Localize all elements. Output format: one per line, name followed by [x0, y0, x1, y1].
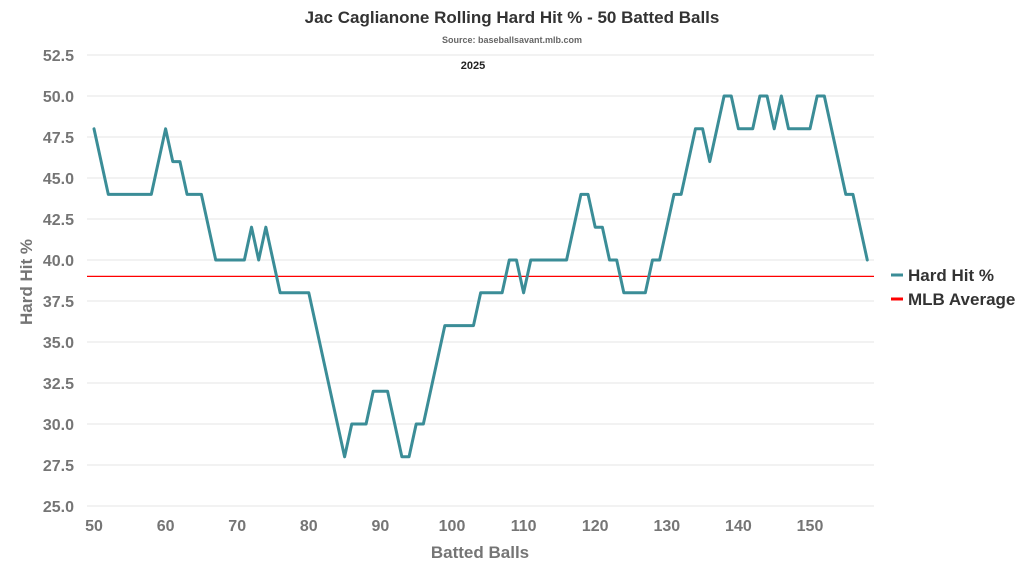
- y-tick-label: 25.0: [43, 499, 74, 516]
- hard-hit-line: [92, 94, 869, 459]
- gridlines: [87, 54, 874, 507]
- y-tick-label: 35.0: [43, 335, 74, 352]
- chart-title: Jac Caglianone Rolling Hard Hit % - 50 B…: [305, 8, 720, 27]
- x-tick-label: 130: [653, 518, 680, 535]
- y-tick-label: 30.0: [43, 417, 74, 434]
- y-tick-label: 40.0: [43, 253, 74, 270]
- y-tick-label: 47.5: [43, 130, 74, 147]
- y-tick-label: 50.0: [43, 89, 74, 106]
- y-axis-ticks: 25.0 27.5 30.0 32.5 35.0 37.5 40.0 42.5 45.0 47.5…: [43, 48, 74, 516]
- year-annotation: 2025: [461, 60, 485, 72]
- x-tick-label: 140: [725, 518, 752, 535]
- legend-label-mlb-average: MLB Average: [908, 290, 1015, 309]
- x-tick-label: 50: [85, 518, 103, 535]
- x-tick-label: 110: [511, 518, 537, 535]
- x-tick-label: 70: [228, 518, 246, 535]
- chart-subtitle: Source: baseballsavant.mlb.com: [442, 35, 582, 45]
- legend: Hard Hit % MLB Average: [891, 266, 1015, 309]
- x-tick-label: 90: [372, 518, 390, 535]
- y-tick-label: 32.5: [43, 376, 74, 393]
- x-tick-label: 60: [157, 518, 175, 535]
- x-tick-label: 150: [797, 518, 824, 535]
- y-axis-label: Hard Hit %: [17, 239, 36, 325]
- x-axis-label: Batted Balls: [431, 543, 529, 562]
- x-tick-label: 100: [439, 518, 466, 535]
- x-tick-label: 120: [582, 518, 609, 535]
- y-tick-label: 52.5: [43, 48, 74, 65]
- x-axis-ticks: 50 60 70 80 90 100 110 120 130 140 150: [85, 518, 823, 535]
- x-tick-label: 80: [300, 518, 318, 535]
- y-tick-label: 42.5: [43, 212, 74, 229]
- y-tick-label: 37.5: [43, 294, 74, 311]
- y-tick-label: 45.0: [43, 171, 74, 188]
- legend-label-hard-hit: Hard Hit %: [908, 266, 994, 285]
- y-tick-label: 27.5: [43, 458, 74, 475]
